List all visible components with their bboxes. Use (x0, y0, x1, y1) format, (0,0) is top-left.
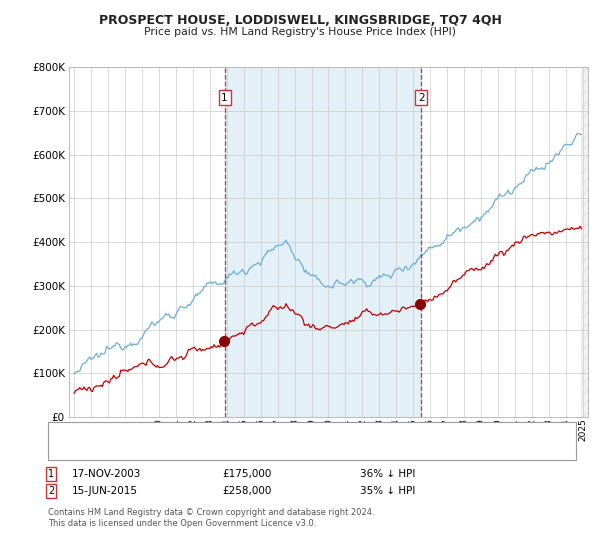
Text: HPI: Average price, detached house, South Hams: HPI: Average price, detached house, Sout… (83, 446, 316, 455)
Text: PROSPECT HOUSE, LODDISWELL, KINGSBRIDGE, TQ7 4QH (detached house): PROSPECT HOUSE, LODDISWELL, KINGSBRIDGE,… (83, 427, 443, 436)
Text: Contains HM Land Registry data © Crown copyright and database right 2024.
This d: Contains HM Land Registry data © Crown c… (48, 508, 374, 528)
Text: £175,000: £175,000 (222, 469, 271, 479)
Text: 35% ↓ HPI: 35% ↓ HPI (360, 486, 415, 496)
Text: Price paid vs. HM Land Registry's House Price Index (HPI): Price paid vs. HM Land Registry's House … (144, 27, 456, 37)
Text: £258,000: £258,000 (222, 486, 271, 496)
Bar (224, 67, 421, 417)
Text: 2: 2 (48, 486, 54, 496)
Text: 1: 1 (48, 469, 54, 479)
Text: 17-NOV-2003: 17-NOV-2003 (72, 469, 142, 479)
Text: 2: 2 (418, 93, 424, 103)
Text: 15-JUN-2015: 15-JUN-2015 (72, 486, 138, 496)
Text: 36% ↓ HPI: 36% ↓ HPI (360, 469, 415, 479)
Text: PROSPECT HOUSE, LODDISWELL, KINGSBRIDGE, TQ7 4QH: PROSPECT HOUSE, LODDISWELL, KINGSBRIDGE,… (98, 14, 502, 27)
Text: 1: 1 (221, 93, 228, 103)
Bar (581, 67, 596, 417)
